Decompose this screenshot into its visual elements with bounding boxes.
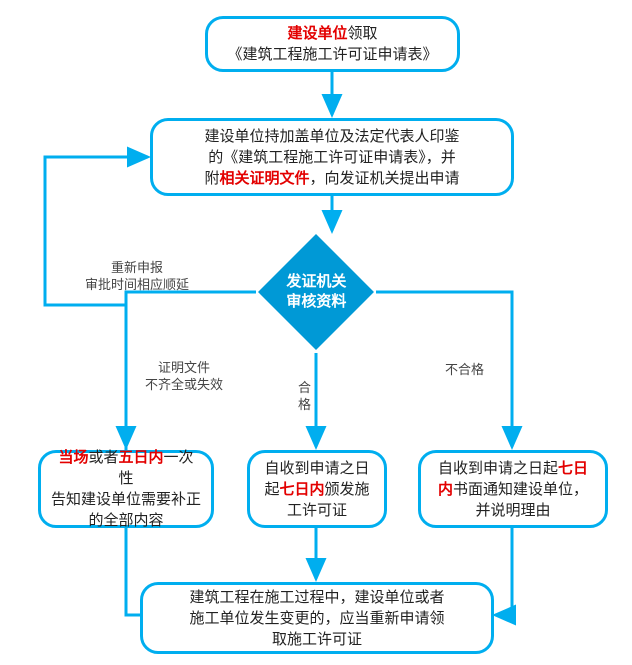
edge-label-resubmit: 重新申报审批时间相应顺延 — [85, 260, 189, 294]
edge-label-pass: 合格 — [298, 380, 311, 414]
node-written-notice: 自收到申请之日起七日内书面通知建设单位，并说明理由 — [418, 450, 608, 528]
node-reapply-on-change: 建筑工程在施工过程中，建设单位或者施工单位发生变更的，应当重新申请领取施工许可证 — [140, 582, 494, 654]
node-decision-review: 发证机关审核资料 — [258, 234, 374, 350]
decision-label: 发证机关审核资料 — [266, 272, 366, 311]
edge-label-incomplete: 证明文件不齐全或失效 — [145, 360, 223, 394]
node-issue-permit: 自收到申请之日起七日内颁发施工许可证 — [247, 450, 387, 528]
node-collect-form: 建设单位领取《建筑工程施工许可证申请表》 — [205, 16, 460, 72]
edge-label-fail: 不合格 — [445, 362, 484, 379]
node-submit-application: 建设单位持加盖单位及法定代表人印鉴的《建筑工程施工许可证申请表》，并附相关证明文… — [150, 118, 514, 196]
node-notify-correction: 当场或者五日内一次性告知建设单位需要补正的全部内容 — [38, 450, 214, 528]
